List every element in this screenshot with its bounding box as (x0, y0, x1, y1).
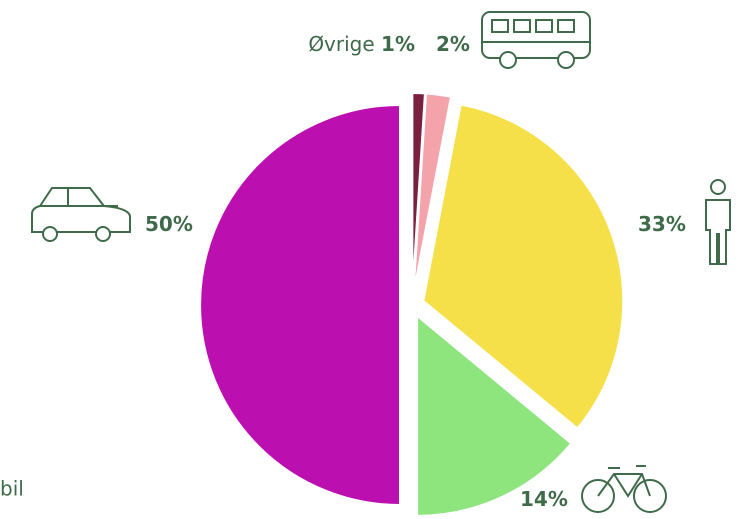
person-icon (705, 179, 731, 265)
pie-slice (412, 92, 453, 294)
pie-slice (199, 103, 401, 507)
value-label: 14% (520, 487, 568, 511)
bus-icon (481, 11, 591, 69)
pie-slice (416, 313, 573, 517)
bike-icon (581, 465, 667, 513)
value-label: 50% (145, 212, 193, 236)
car-icon (31, 187, 131, 242)
pie-slice (422, 103, 625, 430)
slice-label: 2% (436, 32, 470, 56)
category-label: Øvrige (308, 32, 374, 56)
annotation: bil (0, 477, 24, 501)
value-label: 2% (436, 32, 470, 56)
value-label: 33% (638, 212, 686, 236)
slice-label: Øvrige 1% (308, 32, 415, 56)
slice-label: 33% (638, 212, 686, 236)
pie-slice (411, 92, 426, 294)
value-label: 1% (381, 32, 415, 56)
slice-label: 14% (520, 487, 568, 511)
slice-label: 50% (145, 212, 193, 236)
